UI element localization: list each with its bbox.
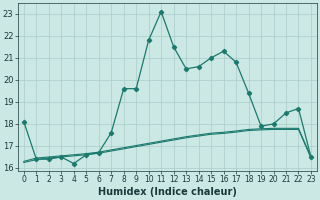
X-axis label: Humidex (Indice chaleur): Humidex (Indice chaleur) bbox=[98, 187, 237, 197]
